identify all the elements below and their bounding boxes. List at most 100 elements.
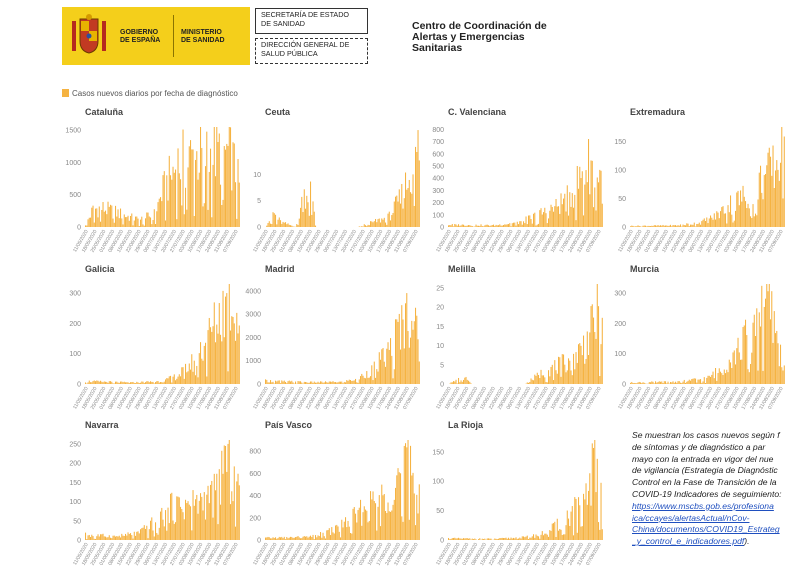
- bar: [220, 504, 222, 540]
- bar: [752, 322, 754, 384]
- bar: [287, 223, 289, 227]
- strategy-link[interactable]: China/documentos/COVID19_Estrateg: [632, 524, 780, 535]
- bar: [235, 182, 237, 227]
- bar: [108, 381, 110, 384]
- bar: [415, 146, 417, 227]
- bar: [287, 381, 289, 384]
- bar: [484, 225, 486, 227]
- bar: [586, 504, 588, 540]
- bar: [211, 480, 213, 540]
- bar: [778, 180, 780, 227]
- bar: [514, 538, 516, 540]
- bar: [529, 381, 531, 384]
- bar: [466, 379, 468, 384]
- bar: [534, 537, 536, 540]
- bar: [768, 147, 770, 227]
- strategy-link[interactable]: _y_control_e_indicadores.pdf: [632, 536, 745, 547]
- y-tick-label: 0: [257, 382, 261, 389]
- bar: [343, 521, 345, 540]
- bar: [138, 225, 140, 227]
- bar: [590, 306, 592, 384]
- bar: [116, 536, 118, 540]
- bar: [300, 538, 302, 540]
- bar: [465, 225, 467, 227]
- bar: [283, 222, 285, 227]
- bar: [505, 537, 507, 540]
- bar: [386, 348, 388, 384]
- bar: [526, 382, 528, 384]
- bar: [197, 179, 199, 227]
- bar: [393, 201, 395, 227]
- bar: [555, 370, 557, 384]
- bar: [403, 198, 405, 227]
- bar: [93, 380, 95, 384]
- strategy-link[interactable]: ica/ccayes/alertasActual/nCov-: [632, 512, 750, 523]
- bar: [132, 381, 134, 384]
- bar: [222, 199, 224, 227]
- bar: [550, 530, 552, 540]
- bar: [534, 212, 536, 227]
- bar: [736, 192, 738, 227]
- bar: [544, 377, 546, 384]
- bar: [771, 175, 773, 227]
- y-tick-label: 150: [614, 139, 626, 146]
- bar: [280, 220, 282, 227]
- bar: [690, 224, 692, 227]
- bar: [536, 535, 538, 540]
- bar: [346, 527, 348, 540]
- bar: [590, 505, 592, 540]
- bar: [566, 510, 568, 540]
- bar: [643, 382, 645, 384]
- bar: [753, 314, 755, 384]
- bar: [647, 225, 649, 227]
- bar: [197, 513, 199, 540]
- bar: [140, 219, 142, 227]
- chart-title: Navarra: [85, 420, 120, 430]
- bar: [210, 484, 212, 540]
- bar: [632, 225, 634, 227]
- bar: [131, 213, 133, 227]
- bar: [500, 225, 502, 227]
- bar: [297, 381, 299, 384]
- bar: [696, 382, 698, 384]
- bar: [206, 131, 208, 227]
- bar: [176, 496, 178, 540]
- bar: [156, 532, 158, 540]
- bar: [153, 383, 155, 384]
- bar: [589, 194, 591, 227]
- bar: [113, 535, 115, 540]
- bar: [665, 381, 667, 384]
- bar: [692, 224, 694, 227]
- strategy-link[interactable]: https://www.mscbs.gob.es/profesiona: [632, 500, 774, 511]
- bar: [196, 494, 198, 540]
- bar: [171, 179, 173, 227]
- bar: [405, 172, 407, 227]
- bar: [290, 225, 292, 227]
- bar: [130, 215, 132, 227]
- bar: [198, 172, 200, 227]
- bar: [85, 532, 87, 540]
- bar: [740, 359, 742, 384]
- bar: [236, 218, 238, 227]
- bar: [456, 225, 458, 227]
- bar: [565, 525, 567, 540]
- bar: [370, 491, 372, 540]
- y-tick-label: 100: [69, 499, 81, 506]
- bar: [397, 468, 399, 540]
- bar: [570, 206, 572, 227]
- bar: [546, 223, 548, 227]
- bar: [630, 226, 632, 227]
- bar: [671, 382, 673, 384]
- bar: [721, 373, 723, 384]
- bar: [342, 383, 344, 384]
- bar: [121, 381, 123, 384]
- bar: [225, 149, 227, 227]
- bar: [772, 342, 774, 384]
- bar: [712, 371, 714, 384]
- bar: [581, 355, 583, 384]
- bar: [318, 536, 320, 540]
- y-tick-label: 700: [432, 139, 444, 146]
- bar: [553, 380, 555, 384]
- bar: [173, 523, 175, 540]
- bar: [633, 226, 635, 227]
